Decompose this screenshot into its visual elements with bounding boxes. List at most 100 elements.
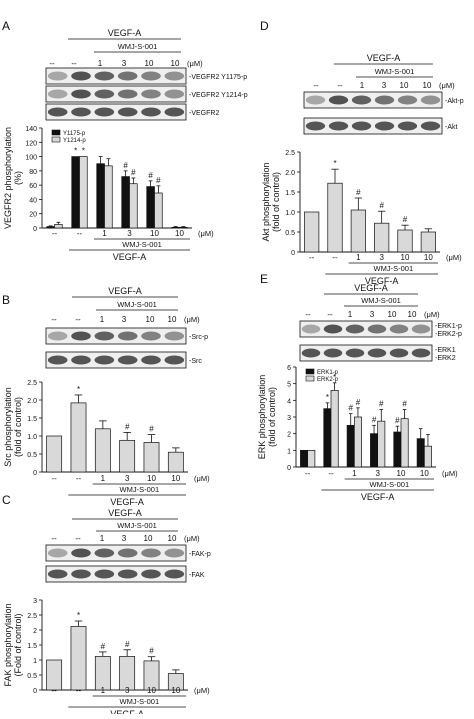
category-label: 3 bbox=[125, 686, 130, 695]
blot-label: -Akt-p bbox=[445, 98, 464, 105]
significance-mark: # bbox=[149, 425, 154, 434]
y-tick-label: 100 bbox=[25, 155, 37, 162]
y-axis-label: FAK phosphorylation bbox=[3, 603, 13, 686]
y-tick-label: 140 bbox=[25, 126, 37, 133]
blot-band bbox=[94, 89, 115, 99]
blot-band bbox=[47, 548, 68, 558]
y-tick-label: 4 bbox=[287, 398, 291, 405]
blot-label: -VEGFR2 Y1214-p bbox=[189, 92, 248, 99]
blot-band bbox=[164, 71, 185, 81]
bar bbox=[330, 389, 339, 468]
vegf-label: VEGF-A bbox=[365, 276, 399, 286]
blot-band bbox=[389, 324, 409, 334]
category-label: -- bbox=[328, 469, 334, 478]
blot-band bbox=[389, 348, 409, 358]
y-tick-label: 60 bbox=[29, 183, 37, 190]
blot-band bbox=[94, 71, 115, 81]
wmj-label: WMJ-S-001 bbox=[118, 42, 158, 51]
blot-label: -ERK2 bbox=[435, 355, 456, 362]
lane-condition: -- bbox=[75, 534, 81, 543]
legend-label: ERK2-p bbox=[317, 377, 339, 383]
legend-swatch bbox=[51, 129, 61, 136]
blot-strip: -FAK-p bbox=[45, 544, 211, 562]
bar bbox=[94, 428, 111, 473]
blot-band bbox=[117, 355, 138, 365]
lane-condition: 3 bbox=[382, 81, 387, 90]
blot-label: -VEGFR2 Y1175-p bbox=[189, 74, 247, 81]
bar bbox=[119, 656, 136, 691]
blot-band bbox=[71, 71, 91, 81]
y-tick-label: 0 bbox=[33, 688, 37, 695]
y-tick-label: 0 bbox=[33, 226, 37, 233]
vegf-label: VEGF-A bbox=[361, 492, 395, 502]
bar bbox=[353, 416, 362, 468]
blot-band bbox=[117, 569, 138, 579]
blot-band bbox=[367, 348, 387, 358]
lane-condition: 3 bbox=[122, 534, 127, 543]
y-tick-label: 1.5 bbox=[27, 643, 37, 650]
blot-band bbox=[94, 107, 115, 117]
significance-mark: # bbox=[123, 161, 128, 170]
bar bbox=[146, 186, 155, 229]
blot-label: -ERK1-p bbox=[435, 323, 462, 330]
bar bbox=[129, 183, 138, 229]
blot-band bbox=[117, 331, 138, 341]
blot-label: -FAK-p bbox=[189, 551, 211, 558]
blot-strip: -VEGFR2 Y1214-p bbox=[45, 85, 248, 103]
category-label: -- bbox=[332, 253, 338, 262]
blot-label: -FAK bbox=[189, 572, 205, 579]
blot-band bbox=[323, 348, 343, 358]
significance-mark: # bbox=[348, 404, 353, 413]
chart-e: 0 1 2 3 4 5 6 ERK phosphorylation (fold of contr… bbox=[257, 365, 458, 502]
y-tick-label: 2.5 bbox=[27, 613, 37, 620]
blot-strip: -ERK1-p-ERK2-p bbox=[299, 320, 462, 338]
y-tick-label: 1.0 bbox=[27, 434, 37, 441]
significance-mark: # bbox=[379, 400, 384, 409]
bar bbox=[46, 226, 55, 229]
lane-condition: -- bbox=[337, 81, 343, 90]
category-label: -- bbox=[52, 686, 58, 695]
blot-band bbox=[411, 324, 431, 334]
blot-band bbox=[71, 89, 91, 99]
significance-mark: # bbox=[372, 415, 377, 424]
chart-c: 0 0.5 1 1.5 2 2.5 3 FAK phosphorylation (Fold of… bbox=[3, 598, 210, 719]
y-tick-label: 0.5 bbox=[285, 230, 295, 237]
lane-condition: 3 bbox=[122, 315, 127, 324]
y-tick-label: 40 bbox=[29, 197, 37, 204]
lane-condition: 1 bbox=[348, 310, 353, 319]
blot-band bbox=[141, 548, 161, 558]
significance-mark: # bbox=[356, 398, 361, 407]
bar bbox=[420, 231, 436, 253]
category-label: 3 bbox=[127, 229, 132, 238]
vegf-label: VEGF-A bbox=[110, 709, 144, 714]
y-tick-label: 2 bbox=[33, 628, 37, 635]
blot-band bbox=[374, 95, 395, 105]
category-label: 1 bbox=[356, 253, 361, 262]
vegf-label: VEGF-A bbox=[367, 53, 401, 63]
um-unit-label: (μM) bbox=[446, 253, 462, 262]
bar bbox=[397, 229, 413, 253]
significance-mark: * bbox=[333, 373, 336, 382]
category-label: -- bbox=[305, 469, 311, 478]
y-tick-label: 2.5 bbox=[285, 150, 295, 157]
blot-band bbox=[328, 121, 349, 131]
bar bbox=[300, 449, 309, 468]
y-tick-label: 2 bbox=[287, 432, 291, 439]
y-axis-label-unit: (fold of control) bbox=[13, 397, 23, 457]
panel-letter: A bbox=[2, 19, 10, 33]
category-label: -- bbox=[77, 229, 83, 238]
legend-label: Y1175-p bbox=[63, 131, 86, 137]
blot-band bbox=[141, 331, 161, 341]
legend-swatch bbox=[305, 368, 315, 375]
bar bbox=[374, 222, 390, 253]
category-label: 10 bbox=[150, 229, 159, 238]
significance-mark: # bbox=[101, 642, 106, 651]
y-tick-label: 2.5 bbox=[27, 380, 37, 387]
y-tick-label: 1.5 bbox=[285, 190, 295, 197]
blot-label: -Src-p bbox=[189, 334, 208, 341]
y-tick-label: 20 bbox=[29, 212, 37, 219]
blot-band bbox=[164, 107, 185, 117]
legend-swatch bbox=[305, 375, 315, 382]
